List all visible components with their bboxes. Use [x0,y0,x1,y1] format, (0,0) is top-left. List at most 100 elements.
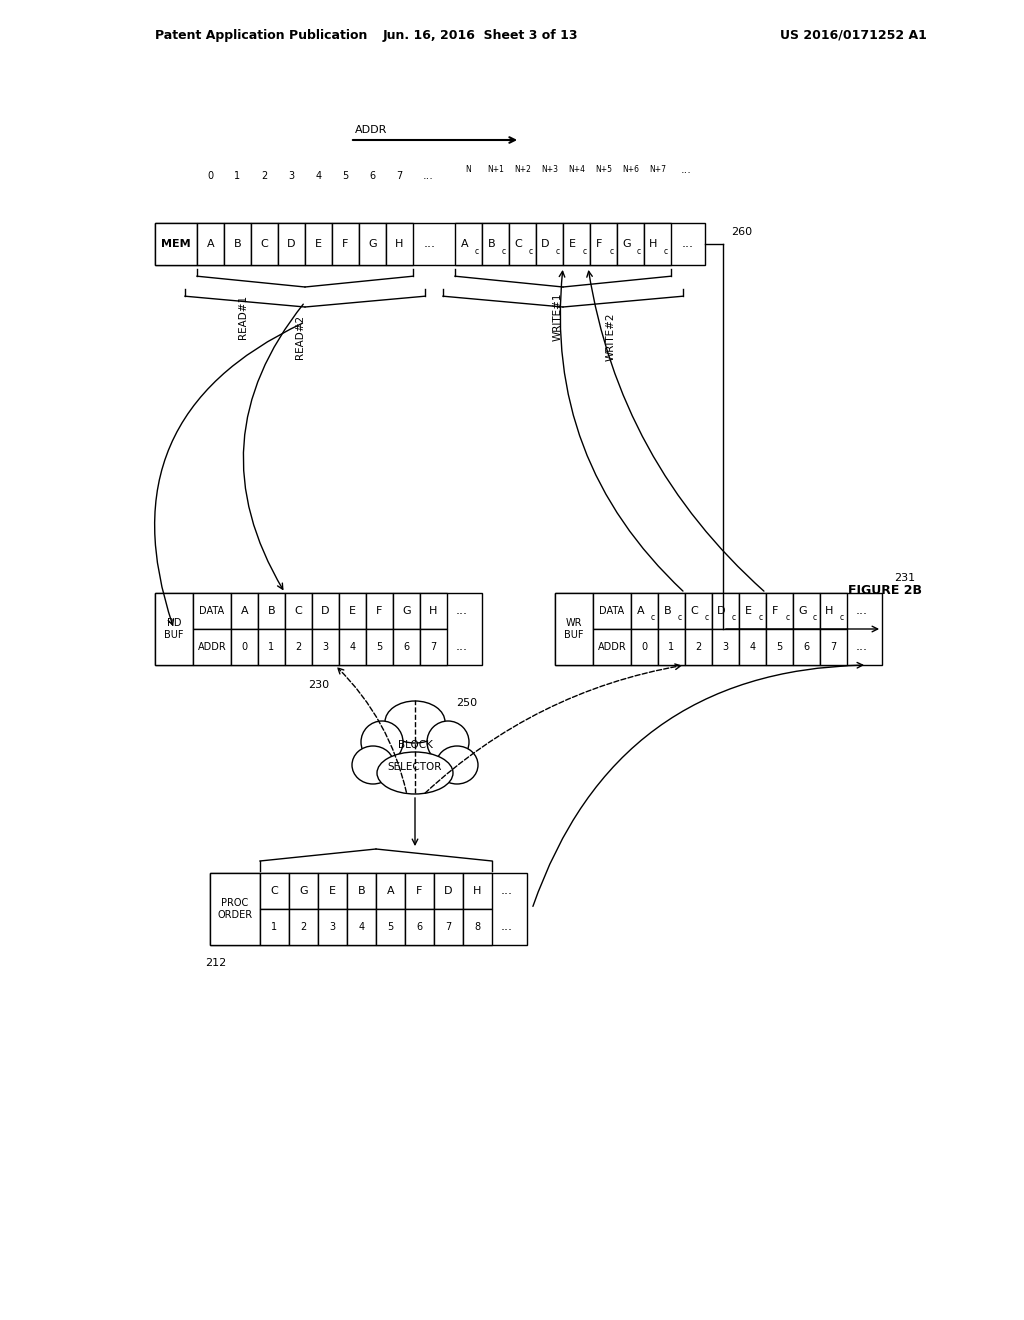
Text: 1: 1 [271,921,278,932]
Bar [712,593,739,630]
Bar [318,909,347,945]
Text: C: C [261,239,268,249]
Text: READ#1: READ#1 [238,294,248,339]
Ellipse shape [352,746,394,784]
Text: ...: ... [456,640,468,653]
Text: PROC
ORDER: PROC ORDER [217,898,253,920]
Bar [347,873,376,909]
Bar [210,873,260,945]
Text: 260: 260 [731,227,752,238]
Text: B: B [233,239,242,249]
Bar [793,630,820,665]
Bar [312,630,339,665]
Text: c: c [555,247,559,256]
Ellipse shape [436,746,478,784]
Bar [210,873,527,945]
Text: 3: 3 [723,642,728,652]
Text: ...: ... [501,884,513,898]
Bar [406,873,434,909]
Text: 8: 8 [474,921,480,932]
Text: READ#2: READ#2 [295,315,305,359]
Text: 7: 7 [830,642,837,652]
Ellipse shape [377,752,453,795]
Bar [339,630,366,665]
Text: RD
BUF: RD BUF [164,618,183,640]
Text: 7: 7 [430,642,436,652]
Text: 6: 6 [417,921,423,932]
Bar [332,223,359,265]
Bar [155,593,482,665]
Bar [285,630,312,665]
Bar [463,909,492,945]
Text: N+6: N+6 [622,165,639,174]
Text: WRITE#2: WRITE#2 [606,313,616,362]
Text: 7: 7 [445,921,452,932]
Bar [155,593,193,665]
Text: 0: 0 [641,642,647,652]
Bar [366,630,393,665]
Text: c: c [840,614,844,623]
Bar [420,593,447,630]
Bar [278,223,305,265]
Text: G: G [623,239,631,249]
Text: E: E [329,886,336,896]
Text: ...: ... [501,920,513,933]
Text: 1: 1 [268,642,274,652]
Text: H: H [395,239,403,249]
Text: B: B [267,606,275,616]
Text: c: c [759,614,763,623]
Bar [406,909,434,945]
Text: 231: 231 [894,573,915,583]
Bar [155,223,197,265]
Text: ...: ... [423,172,433,181]
Bar [463,873,492,909]
Text: 7: 7 [396,172,402,181]
Text: N+2: N+2 [514,165,530,174]
Bar [820,630,847,665]
Text: ...: ... [856,605,868,618]
Bar [289,873,318,909]
Text: A: A [241,606,248,616]
Bar [658,593,685,630]
Bar [339,593,366,630]
Text: D: D [717,606,726,616]
Bar [197,223,224,265]
Text: ...: ... [682,238,694,251]
Bar [712,630,739,665]
Text: c: c [812,614,816,623]
Text: A: A [387,886,394,896]
Text: H: H [429,606,437,616]
Bar [260,909,289,945]
Bar [251,223,278,265]
Bar [434,909,463,945]
Text: D: D [542,239,550,249]
Text: B: B [487,239,496,249]
Bar [289,909,318,945]
Text: MEM: MEM [161,239,190,249]
Text: E: E [315,239,322,249]
Text: F: F [596,239,603,249]
Bar [386,223,413,265]
Text: DATA: DATA [200,606,224,616]
Text: D: D [444,886,453,896]
Text: 0: 0 [242,642,248,652]
Text: F: F [376,606,383,616]
Text: 1: 1 [669,642,675,652]
Text: 0: 0 [208,172,214,181]
Bar [631,630,658,665]
Text: A: A [461,239,468,249]
Text: 6: 6 [370,172,376,181]
Text: SELECTOR: SELECTOR [388,762,442,772]
Bar [318,873,347,909]
Bar [685,593,712,630]
Text: ...: ... [856,640,868,653]
Text: C: C [690,606,698,616]
Bar [766,630,793,665]
Text: H: H [825,606,834,616]
Text: c: c [705,614,709,623]
Text: 4: 4 [349,642,355,652]
Text: ...: ... [424,238,436,251]
Bar [482,223,509,265]
Ellipse shape [361,721,403,763]
Text: 5: 5 [776,642,782,652]
